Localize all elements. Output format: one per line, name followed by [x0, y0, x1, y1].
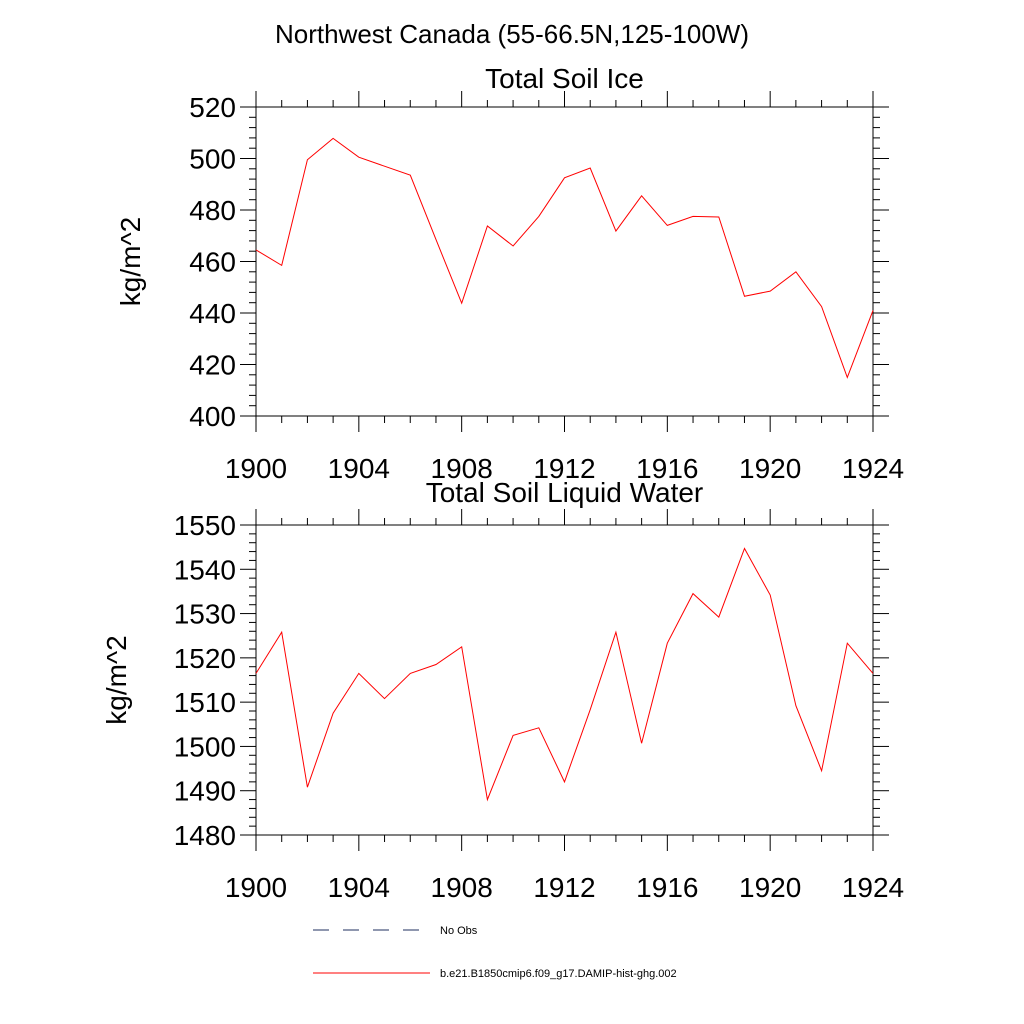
panel-title: Total Soil Ice [485, 63, 644, 94]
x-tick-label: 1912 [533, 453, 595, 484]
y-tick-label: 1520 [174, 643, 236, 674]
y-tick-label: 1480 [174, 820, 236, 851]
legend-label-model: b.e21.B1850cmip6.f09_g17.DAMIP-hist-ghg.… [440, 968, 677, 980]
y-tick-label: 1550 [174, 510, 236, 541]
x-tick-label: 1900 [225, 453, 287, 484]
plot-frame [255, 524, 874, 836]
x-tick-label: 1924 [842, 872, 904, 903]
x-tick-label: 1900 [225, 872, 287, 903]
y-tick-label: 1530 [174, 599, 236, 630]
y-tick-label: 1500 [174, 731, 236, 762]
y-tick-label: 1490 [174, 776, 236, 807]
y-tick-label: 440 [189, 298, 236, 329]
x-tick-label: 1920 [739, 453, 801, 484]
y-tick-label: 500 [189, 144, 236, 175]
panel-title: Total Soil Liquid Water [426, 477, 704, 508]
legend: No Obs b.e21.B1850cmip6.f09_g17.DAMIP-hi… [313, 925, 677, 980]
x-tick-label: 1912 [533, 872, 595, 903]
y-tick-label: 480 [189, 195, 236, 226]
panel-total-soil-liquid-water: Total Soil Liquid Water kg/m^2 1900 1904 190… [101, 477, 904, 903]
y-tick-label: 400 [189, 401, 236, 432]
x-tick-label: 1920 [739, 872, 801, 903]
y-tick-label: 520 [189, 92, 236, 123]
y-tick-label: 1510 [174, 687, 236, 718]
series-line [255, 547, 874, 802]
x-tick-label: 1904 [328, 872, 390, 903]
y-tick-label: 460 [189, 247, 236, 278]
legend-label-no-obs: No Obs [440, 925, 478, 937]
series-line [255, 137, 874, 379]
x-tick-label: 1908 [431, 872, 493, 903]
y-axis-label: kg/m^2 [115, 217, 146, 306]
x-tick-label: 1924 [842, 453, 904, 484]
figure-title: Northwest Canada (55-66.5N,125-100W) [275, 19, 749, 49]
x-tick-label: 1916 [636, 453, 698, 484]
x-tick-label: 1904 [328, 453, 390, 484]
y-tick-label: 420 [189, 350, 236, 381]
x-tick-label: 1908 [431, 453, 493, 484]
plot-frame [255, 106, 874, 417]
panel-total-soil-ice: Total Soil Ice kg/m^2 1900 1904 1908 1912 1916… [115, 63, 904, 484]
x-tick-label: 1916 [636, 872, 698, 903]
y-tick-label: 1540 [174, 554, 236, 585]
y-axis-label: kg/m^2 [101, 635, 132, 724]
